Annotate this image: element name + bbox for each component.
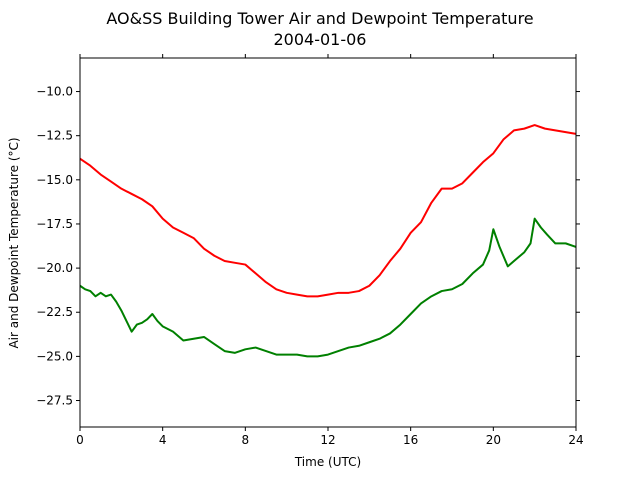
x-tick-label-2: 8 [242, 433, 250, 447]
y-axis-label: Air and Dewpoint Temperature (°C) [7, 137, 21, 348]
y-tick-label-3: −20.0 [36, 261, 73, 275]
x-tick-label-3: 12 [320, 433, 335, 447]
x-tick-label-5: 20 [486, 433, 501, 447]
plot-frame [79, 57, 577, 428]
series-layer [79, 124, 577, 358]
x-tick-label-0: 0 [76, 433, 84, 447]
x-axis-label: Time (UTC) [294, 455, 361, 469]
chart-title: AO&SS Building Tower Air and Dewpoint Te… [106, 9, 533, 28]
x-tick-label-6: 24 [568, 433, 583, 447]
y-tick-label-0: −27.5 [36, 394, 73, 408]
y-tick-label-5: −15.0 [36, 173, 73, 187]
x-tick-label-1: 4 [159, 433, 167, 447]
y-tick-label-2: −22.5 [36, 305, 73, 319]
x-tick-label-4: 16 [403, 433, 418, 447]
y-axis-ticks: −27.5 −25.0 −22.5 −20.0 −17.5 −15.0 −12.5 −10.0 [36, 85, 580, 408]
y-tick-label-7: −10.0 [36, 85, 73, 99]
chart-subtitle: 2004-01-06 [274, 30, 367, 49]
series-line-1 [79, 217, 577, 358]
x-axis-ticks: 0 4 8 12 16 20 24 [76, 54, 584, 447]
series-line-0 [79, 124, 577, 298]
y-tick-label-1: −25.0 [36, 349, 73, 363]
y-tick-label-4: −17.5 [36, 217, 73, 231]
y-tick-label-6: −12.5 [36, 129, 73, 143]
